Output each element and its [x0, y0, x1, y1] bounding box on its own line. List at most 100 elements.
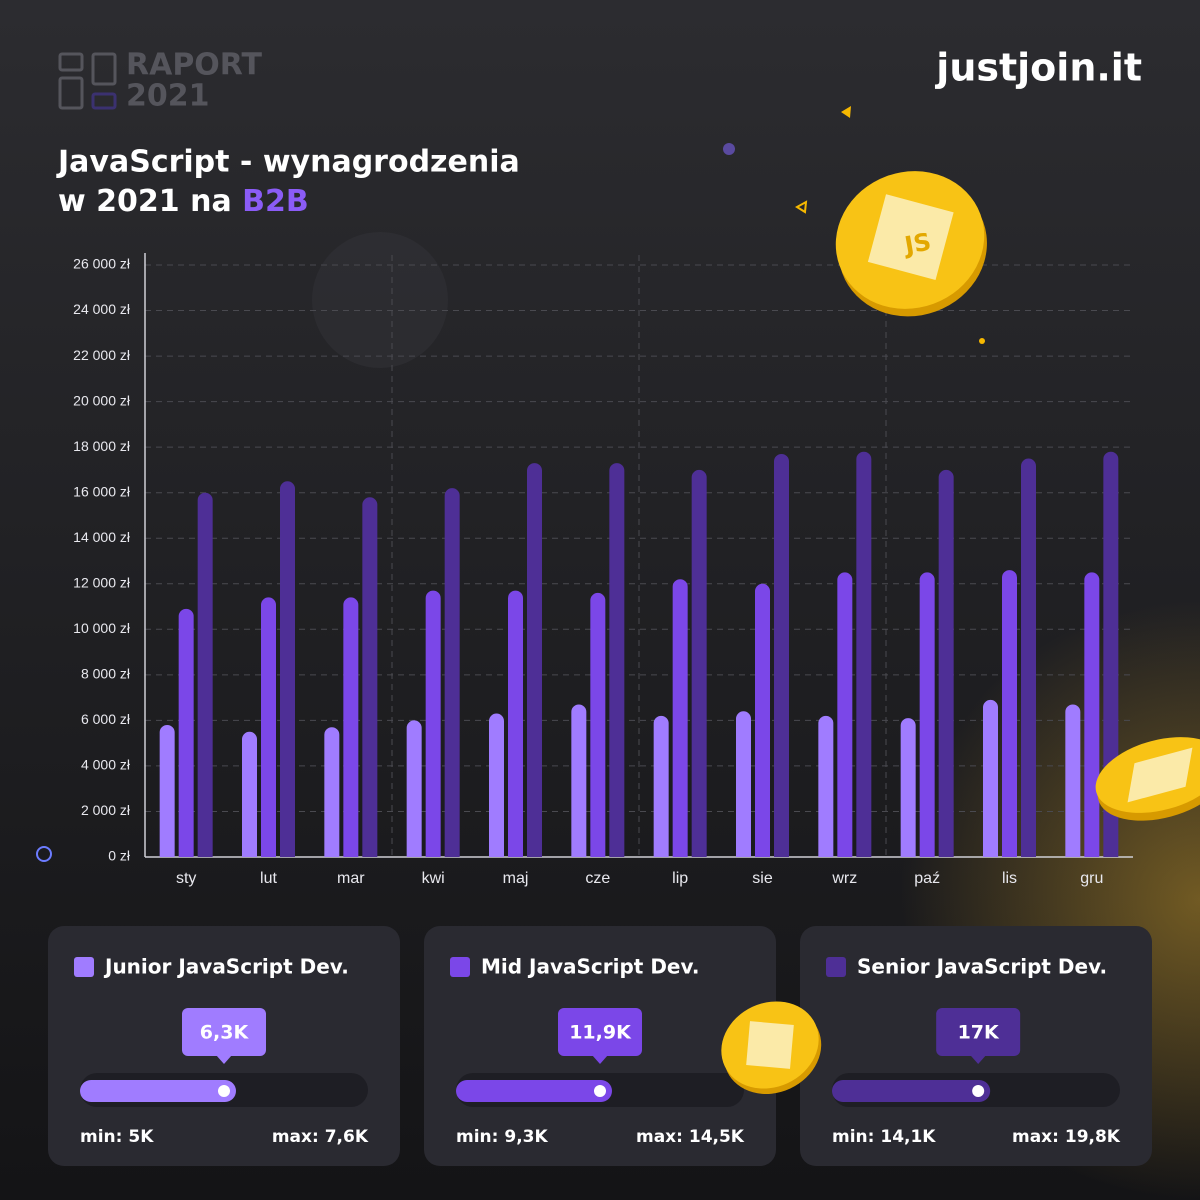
x-tick-label: lip [672, 870, 688, 887]
bar [362, 497, 378, 857]
slider-fill [80, 1080, 236, 1102]
bar [571, 704, 587, 857]
x-tick-label: paź [914, 870, 940, 887]
cards: Junior JavaScript Dev. 6,3K min: 5K max: 7,… [48, 926, 1152, 1166]
bar [736, 711, 751, 857]
decorations [36, 106, 985, 862]
bar [900, 718, 916, 857]
value-label: 17K [958, 1022, 1000, 1044]
y-tick-label: 0 zł [108, 848, 131, 864]
y-tick-label: 12 000 zł [73, 574, 131, 590]
y-tick-label: 4 000 zł [81, 757, 131, 773]
bar [444, 488, 460, 857]
legend-label: Junior JavaScript Dev. [103, 955, 349, 979]
x-tick-label: maj [503, 870, 529, 887]
x-tick-label: kwi [422, 870, 445, 887]
slider-knob [218, 1085, 230, 1097]
coin [721, 1001, 822, 1094]
max-label: max: 19,8K [1012, 1127, 1121, 1147]
slider-knob [594, 1085, 606, 1097]
bar [609, 463, 625, 857]
report-word: RAPORT [126, 48, 263, 83]
bar [653, 715, 669, 857]
bar [755, 583, 770, 857]
value-badge [936, 1008, 1021, 1056]
value-badge [182, 1008, 266, 1056]
value-badge [558, 1008, 642, 1056]
x-tick-label: mar [337, 870, 365, 887]
y-tick-label: 18 000 zł [73, 438, 131, 454]
bar [919, 572, 935, 857]
bar [856, 451, 872, 857]
max-label: max: 14,5K [636, 1127, 745, 1147]
min-label: min: 5K [80, 1127, 154, 1147]
bar [406, 720, 422, 857]
bar [938, 469, 954, 857]
bar [1103, 451, 1119, 857]
bar [590, 592, 606, 857]
bar [197, 492, 213, 857]
slider-fill [456, 1080, 612, 1102]
slider-fill [832, 1080, 991, 1102]
value-label: 6,3K [200, 1022, 250, 1044]
bar [774, 453, 789, 857]
legend-label: Mid JavaScript Dev. [481, 955, 700, 979]
bar [324, 727, 340, 857]
value-label: 11,9K [569, 1022, 632, 1044]
legend-swatch [826, 957, 846, 977]
x-tick-label: sie [752, 870, 773, 887]
x-tick-label: lis [1002, 870, 1017, 887]
brand: justjoin.it [934, 46, 1142, 90]
bar [1021, 458, 1036, 857]
x-tick-label: gru [1080, 870, 1103, 887]
badge-pointer [216, 1055, 232, 1064]
bar [527, 463, 542, 857]
y-tick-label: 14 000 zł [73, 529, 131, 545]
report-logo [58, 52, 117, 110]
y-tick-label: 10 000 zł [73, 620, 131, 636]
x-tick-label: lut [260, 870, 277, 887]
bar [425, 590, 441, 857]
bar [280, 481, 295, 857]
y-tick-label: 6 000 zł [81, 711, 131, 727]
slider-knob [972, 1085, 985, 1097]
legend-swatch [450, 957, 470, 977]
coin [1095, 737, 1200, 821]
legend-label: Senior JavaScript Dev. [857, 955, 1107, 979]
plot: 0 zł 2 000 zł 4 000 zł 6 000 zł 8 000 zł 10 0… [73, 253, 1133, 887]
bar [489, 713, 504, 857]
y-tick-label: 8 000 zł [81, 666, 131, 682]
x-tick-label: cze [585, 870, 610, 887]
bar [1002, 570, 1017, 857]
bar [1084, 572, 1100, 857]
report-year: 2021 [126, 79, 210, 114]
y-tick-label: 16 000 zł [73, 483, 131, 499]
bar [983, 699, 998, 857]
x-tick-label: wrz [831, 870, 857, 887]
bar [343, 597, 359, 857]
title-highlight: B2B [242, 184, 309, 219]
svg-text:JS: JS [901, 228, 934, 260]
y-tick-label: 26 000 zł [73, 256, 131, 272]
title-line2: w 2021 na B2B [58, 184, 309, 219]
badge-pointer [970, 1055, 987, 1064]
bar [837, 572, 853, 857]
x-tick-label: sty [176, 870, 196, 887]
bar [508, 590, 523, 857]
title-line1: JavaScript - wynagrodzenia [56, 145, 520, 180]
y-tick-label: 2 000 zł [81, 802, 131, 818]
y-tick-label: 20 000 zł [73, 392, 131, 408]
bar [242, 731, 257, 857]
y-tick-label: 22 000 zł [73, 347, 131, 363]
bar [1065, 704, 1081, 857]
min-label: min: 14,1K [832, 1127, 936, 1147]
bar [691, 469, 707, 857]
bar [159, 724, 175, 857]
max-label: max: 7,6K [272, 1127, 369, 1147]
bar [672, 579, 688, 857]
bar [261, 597, 276, 857]
badge-pointer [592, 1055, 608, 1064]
title-text: w 2021 na [58, 184, 232, 219]
legend-swatch [74, 957, 94, 977]
